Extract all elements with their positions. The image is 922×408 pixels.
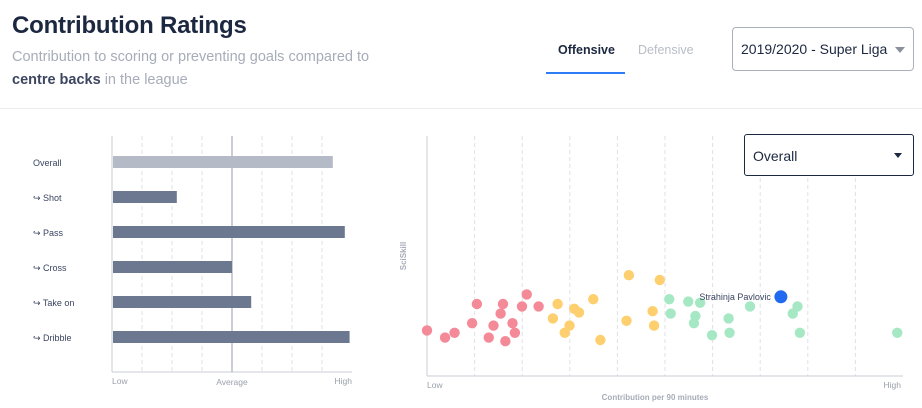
scatter-point [449,327,460,338]
scatter-point [564,320,575,331]
scatter-point [654,274,665,286]
scatter-point [683,296,694,307]
season-league-select[interactable]: 2019/2020 - Super Liga [732,27,914,71]
scatter-point [573,307,585,318]
scatter-point [439,332,451,343]
subtitle-text: Contribution to scoring or preventing go… [12,49,370,65]
scatter-point [623,270,635,281]
x-tick-label: High [884,380,902,390]
page-subtitle: Contribution to scoring or preventing go… [12,46,412,92]
scatter-point [547,313,559,324]
season-league-value: 2019/2020 - Super Liga [741,41,888,57]
rating-tabs: Offensive Defensive [546,30,716,74]
x-tick-label: Average [216,377,248,387]
page-title: Contribution Ratings [12,12,247,39]
highlight-player-point [774,290,788,304]
scatter-point [792,301,803,312]
header-divider [0,108,922,109]
tab-defensive[interactable]: Defensive [638,43,694,57]
scatter-point [471,298,483,310]
scatter-point [794,327,806,338]
scatter-point [533,301,544,312]
scatter-point [621,315,632,326]
scatter-point [588,294,599,305]
scatter-point [664,294,675,305]
tab-offensive[interactable]: Offensive [558,43,615,57]
x-axis-title: Contribution per 90 minutes [602,393,709,402]
scatter-point [723,313,734,324]
scatter-point [724,327,735,338]
bar [113,331,350,343]
scatter-point [516,301,528,312]
scatter-point [488,320,499,331]
bar-category-label: ↪ Cross [33,263,67,273]
scatter-point [595,334,606,346]
active-tab-indicator [546,72,625,74]
bar-category-label: ↪ Take on [33,298,74,308]
scatter-point [706,330,718,341]
contribution-bar-chart: Overall ↪ Shot ↪ Pass ↪ Cross ↪ Take on ↪ Dri… [33,136,353,387]
subtitle-highlight: centre backs [12,72,101,88]
scatter-point [647,306,658,317]
scatter-point [495,308,506,319]
contribution-scatter-chart: Strahinja Pavlovic Low High Contribution pe… [399,136,903,402]
scatter-point [648,320,660,331]
scatter-point [500,336,511,347]
scatter-point [497,298,509,310]
bar [113,226,345,238]
bar [113,261,232,273]
scatter-point [892,327,903,338]
scatter-point [507,318,518,329]
scatter-point [521,289,532,300]
highlight-player-label: Strahinja Pavlovic [699,292,771,302]
bar [113,191,177,203]
y-axis-title: SciSkill [399,242,408,270]
x-tick-label: Low [427,380,443,390]
scatter-point [483,332,494,343]
caret-down-icon [894,153,902,158]
bar [113,296,252,308]
scatter-point [665,308,676,319]
x-tick-label: High [335,376,353,386]
scatter-point [694,297,706,308]
scatter-point [690,310,701,322]
scatter-point [744,301,756,312]
bar [113,156,333,168]
chevron-down-icon [895,47,905,53]
scatter-point [509,327,521,338]
scatter-point [466,318,478,329]
bar-category-label: ↪ Pass [33,228,64,238]
metric-select[interactable]: Overall [744,134,914,176]
metric-select-value: Overall [753,148,798,164]
bar-category-label: ↪ Shot [33,193,62,203]
x-tick-label: Low [112,376,128,386]
subtitle-text-end: in the league [104,72,188,88]
bar-category-label: ↪ Dribble [33,333,72,343]
scatter-point [552,298,563,310]
scatter-point [421,325,433,336]
bar-category-label: Overall [33,158,62,168]
